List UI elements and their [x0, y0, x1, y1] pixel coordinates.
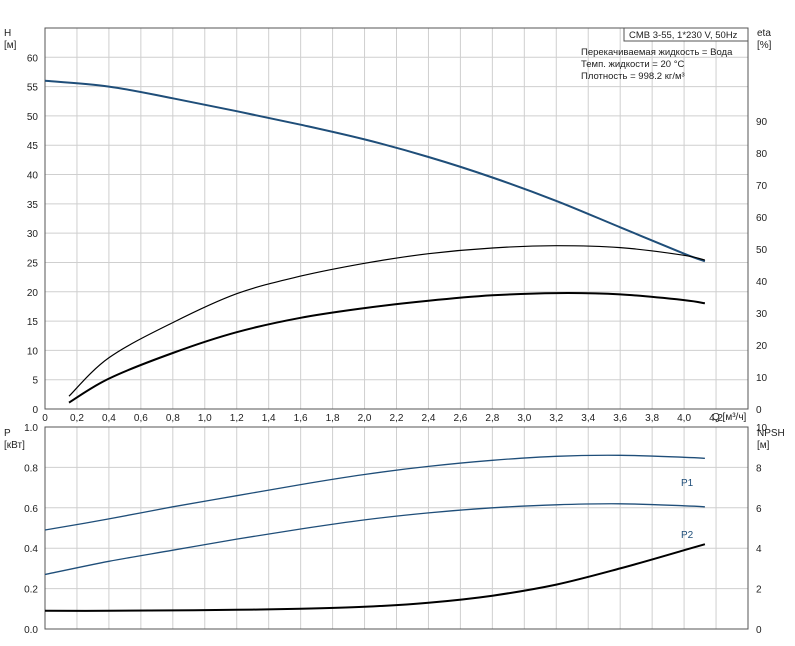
- x-tick-label: 2,8: [485, 413, 499, 424]
- x-tick-label: 2,0: [358, 413, 372, 424]
- bottom-tick-labels: 0.0 0.2 0.4 0.6 0.8 1.0 0 2 4 6 8 10: [24, 423, 767, 636]
- x-tick-label: 2,6: [453, 413, 467, 424]
- x-tick-label: 4,0: [677, 413, 691, 424]
- bottom-left-tick-label: 1.0: [24, 423, 38, 434]
- top-left-tick-label: 40: [27, 171, 39, 182]
- series-label-p2: P2: [681, 530, 694, 541]
- bottom-right-tick-label: 10: [756, 423, 768, 434]
- top-right-axis-unit: [%]: [757, 40, 772, 51]
- top-left-axis-unit: [м]: [4, 40, 17, 51]
- x-tick-label: 1,4: [262, 413, 276, 424]
- x-tick-label: 4,2: [709, 413, 723, 424]
- x-axis-label: Q [м³/ч]: [712, 412, 747, 423]
- bottom-panel: 0.0 0.2 0.4 0.6 0.8 1.0 0 2 4 6 8 10 P [кВт] NPSH […: [4, 423, 785, 636]
- top-right-tick-label: 80: [756, 149, 768, 160]
- x-tick-label: 0,4: [102, 413, 116, 424]
- chart-title: CMB 3-55, 1*230 V, 50Hz: [629, 30, 738, 41]
- top-left-tick-label: 55: [27, 83, 39, 94]
- total-efficiency-curve: [68, 292, 706, 404]
- top-right-tick-label: 0: [756, 405, 762, 416]
- top-left-axis-label: H: [4, 28, 11, 39]
- x-tick-label: 2,2: [390, 413, 404, 424]
- bottom-left-tick-label: 0.8: [24, 463, 38, 474]
- top-right-tick-label: 40: [756, 277, 768, 288]
- bottom-right-axis-unit: [м]: [757, 440, 770, 451]
- top-left-tick-label: 60: [27, 53, 39, 64]
- top-series: [44, 79, 706, 404]
- top-left-tick-label: 20: [27, 288, 39, 299]
- top-left-tick-label: 35: [27, 200, 39, 211]
- x-tick-label: 0,2: [70, 413, 84, 424]
- x-tick-label: 3,2: [549, 413, 563, 424]
- x-tick-label: 0: [42, 413, 48, 424]
- top-left-tick-label: 50: [27, 112, 39, 123]
- bottom-right-tick-label: 8: [756, 463, 762, 474]
- x-tick-label: 3,0: [517, 413, 531, 424]
- x-tick-label: 0,6: [134, 413, 148, 424]
- bottom-left-tick-label: 0.0: [24, 625, 38, 636]
- power-p1-curve: [44, 454, 705, 531]
- bottom-right-axis-label: NPSH: [757, 428, 785, 439]
- head-curve: [44, 79, 706, 263]
- x-tick-label: 1,6: [294, 413, 308, 424]
- top-left-tick-label: 0: [32, 405, 38, 416]
- top-right-tick-label: 90: [756, 117, 768, 128]
- info-line-temperature: Темп. жидкости = 20 °C: [581, 59, 684, 70]
- x-tick-label: 3,8: [645, 413, 659, 424]
- top-left-tick-label: 45: [27, 141, 39, 152]
- bottom-grid: [45, 427, 748, 629]
- info-line-liquid: Перекачиваемая жидкость = Вода: [581, 47, 733, 58]
- bottom-left-tick-label: 0.2: [24, 585, 38, 596]
- top-right-tick-label: 20: [756, 341, 768, 352]
- top-left-tick-label: 10: [27, 346, 39, 357]
- top-right-tick-label: 60: [756, 213, 768, 224]
- bottom-plot-frame: [44, 426, 749, 630]
- top-right-tick-label: 10: [756, 373, 768, 384]
- bottom-left-axis-label: P: [4, 428, 11, 439]
- bottom-right-tick-label: 2: [756, 585, 762, 596]
- info-line-density: Плотность = 998.2 кг/м³: [581, 71, 685, 82]
- top-right-axis-label: eta: [757, 28, 771, 39]
- npsh-curve: [44, 543, 706, 612]
- top-plot-frame: [44, 27, 749, 410]
- x-tick-label: 0,8: [166, 413, 180, 424]
- power-p2-curve: [44, 503, 705, 576]
- pump-efficiency-curve: [68, 245, 706, 397]
- top-tick-labels: 0 0,2 0,4 0,6 0,8 1,0 1,2 1,4 1,6 1,8 2,0 2,2 2,4 2,6…: [27, 53, 768, 424]
- top-left-tick-label: 30: [27, 229, 39, 240]
- top-grid: [45, 28, 748, 409]
- top-left-tick-label: 15: [27, 317, 39, 328]
- top-left-tick-label: 25: [27, 258, 39, 269]
- bottom-left-axis-unit: [кВт]: [4, 440, 25, 451]
- top-panel: 0 0,2 0,4 0,6 0,8 1,0 1,2 1,4 1,6 1,8 2,0 2,2 2,4 2,6…: [4, 27, 772, 424]
- top-left-tick-label: 5: [32, 376, 38, 387]
- bottom-left-tick-label: 0.4: [24, 544, 38, 555]
- top-right-tick-label: 50: [756, 245, 768, 256]
- title-box: [623, 27, 749, 42]
- x-tick-label: 3,6: [613, 413, 627, 424]
- bottom-right-tick-label: 4: [756, 544, 762, 555]
- x-tick-label: 1,0: [198, 413, 212, 424]
- bottom-series: [44, 454, 706, 612]
- top-right-tick-label: 30: [756, 309, 768, 320]
- x-tick-label: 1,8: [326, 413, 340, 424]
- bottom-right-tick-label: 6: [756, 504, 762, 515]
- x-tick-label: 1,2: [230, 413, 244, 424]
- x-tick-label: 3,4: [581, 413, 595, 424]
- series-label-p1: P1: [681, 478, 694, 489]
- bottom-left-tick-label: 0.6: [24, 504, 38, 515]
- bottom-right-tick-label: 0: [756, 625, 762, 636]
- x-tick-label: 2,4: [422, 413, 436, 424]
- top-right-tick-label: 70: [756, 181, 768, 192]
